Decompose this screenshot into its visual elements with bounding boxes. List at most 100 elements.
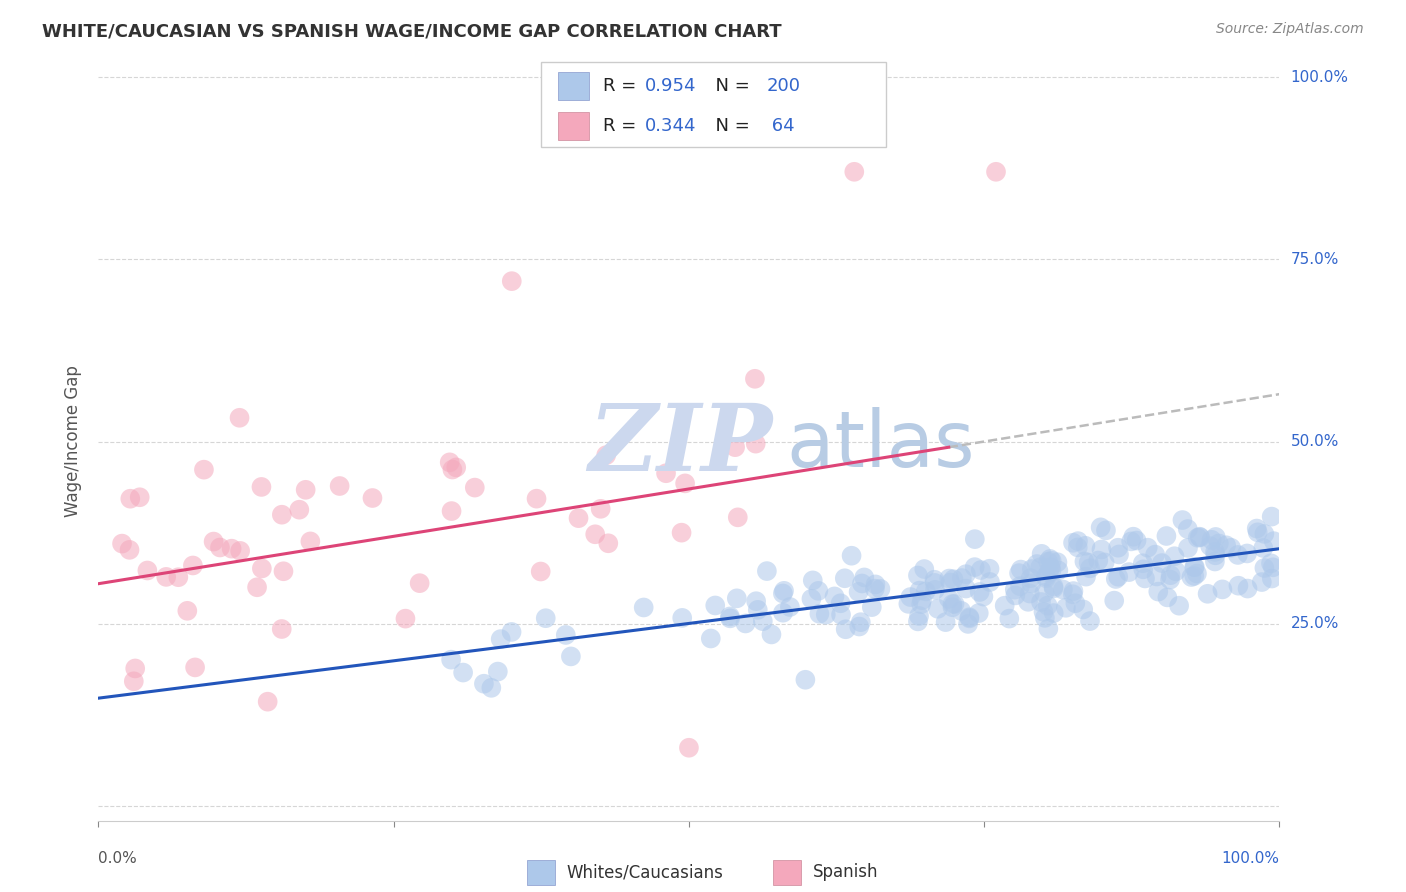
Point — [747, 603, 769, 617]
Text: 25.0%: 25.0% — [1291, 616, 1339, 632]
Point — [589, 501, 612, 516]
Point — [1205, 530, 1227, 544]
Point — [1247, 525, 1270, 540]
Point — [270, 622, 292, 636]
Point — [122, 674, 145, 689]
Point — [718, 609, 741, 624]
Point — [1150, 556, 1173, 570]
Text: 50.0%: 50.0% — [1291, 434, 1339, 449]
Point — [167, 570, 190, 584]
Point — [725, 591, 748, 606]
Point — [979, 562, 1001, 576]
Text: Source: ZipAtlas.com: Source: ZipAtlas.com — [1216, 22, 1364, 37]
Point — [1204, 554, 1226, 568]
Point — [250, 480, 273, 494]
Point — [583, 527, 606, 541]
Point — [1226, 548, 1249, 562]
Text: 200: 200 — [766, 78, 800, 95]
Point — [1036, 599, 1059, 613]
Point — [800, 591, 823, 606]
Point — [1018, 586, 1040, 600]
Point — [752, 614, 775, 628]
Point — [908, 609, 931, 624]
Point — [489, 632, 512, 646]
Point — [924, 582, 946, 597]
Point — [1105, 572, 1128, 586]
Point — [671, 611, 693, 625]
Point — [1253, 541, 1275, 555]
Point — [1253, 527, 1275, 541]
Point — [1133, 571, 1156, 585]
Point — [1067, 541, 1090, 555]
Point — [807, 583, 830, 598]
Point — [288, 502, 311, 516]
Point — [911, 593, 934, 607]
Point — [967, 606, 990, 620]
Point — [1171, 513, 1194, 527]
Point — [1008, 566, 1031, 581]
Point — [834, 622, 856, 636]
Point — [1077, 556, 1099, 570]
Point — [1227, 579, 1250, 593]
Point — [1260, 557, 1282, 571]
Point — [1201, 533, 1223, 547]
Point — [1073, 554, 1095, 568]
Point — [704, 599, 727, 613]
Point — [863, 582, 886, 596]
Point — [530, 565, 553, 579]
Point — [955, 582, 977, 596]
Point — [830, 596, 852, 610]
Point — [472, 676, 495, 690]
Point — [1017, 595, 1039, 609]
Point — [1054, 600, 1077, 615]
Point — [1121, 534, 1143, 549]
Point — [1032, 605, 1054, 619]
Point — [1046, 555, 1069, 569]
Point — [1144, 548, 1167, 562]
Point — [1036, 555, 1059, 569]
Point — [673, 476, 696, 491]
Point — [1261, 560, 1284, 574]
Point — [1189, 530, 1212, 544]
Point — [1062, 584, 1084, 599]
Point — [998, 611, 1021, 625]
Point — [942, 572, 965, 586]
Point — [830, 607, 852, 622]
Text: N =: N = — [704, 78, 756, 95]
Point — [1188, 530, 1211, 544]
Point — [250, 561, 273, 575]
Point — [801, 574, 824, 588]
Point — [761, 627, 783, 641]
Point — [1033, 611, 1056, 625]
Point — [824, 590, 846, 604]
Text: Spanish: Spanish — [813, 863, 879, 881]
Point — [1062, 587, 1084, 601]
Point — [329, 479, 352, 493]
Point — [1236, 546, 1258, 560]
Point — [1182, 569, 1205, 583]
Point — [984, 165, 1007, 179]
Point — [963, 560, 986, 574]
Point — [841, 549, 863, 563]
Text: 100.0%: 100.0% — [1291, 70, 1348, 85]
Point — [439, 455, 461, 469]
Point — [844, 165, 866, 179]
Point — [969, 585, 991, 599]
Point — [941, 600, 963, 615]
Point — [994, 599, 1017, 613]
Point — [1197, 587, 1219, 601]
Y-axis label: Wage/Income Gap: Wage/Income Gap — [65, 366, 83, 517]
Point — [1021, 576, 1043, 591]
Point — [1019, 571, 1042, 585]
Point — [1074, 539, 1097, 553]
Point — [1156, 529, 1178, 543]
Point — [270, 508, 292, 522]
Point — [1094, 556, 1116, 570]
Point — [655, 467, 678, 481]
Point — [860, 600, 883, 615]
Point — [865, 577, 887, 591]
Point — [734, 616, 756, 631]
Point — [834, 571, 856, 585]
Point — [1042, 580, 1064, 594]
Point — [897, 597, 920, 611]
